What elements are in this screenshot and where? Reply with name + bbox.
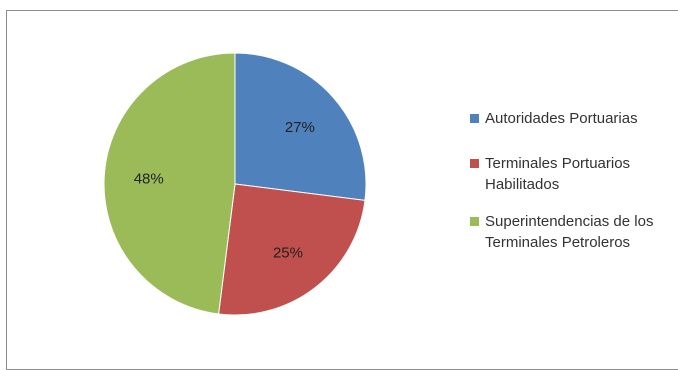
legend-label-0: Autoridades Portuarias [485,110,638,127]
pie-slice-0 [234,52,367,201]
legend-label-1: Terminales Portuarios Habilitados [485,155,631,193]
legend-swatch-1 [470,159,479,168]
pie-value-label-1: 25% [273,244,303,261]
pie-slices [103,52,367,316]
pie-value-labels: 27% 25% 48% [134,119,315,261]
legend-label-2: Superintendencias de los Terminales Petr… [485,213,654,251]
legend-swatch-2 [470,217,479,226]
legend-item-2: Superintendencias de los Terminales Petr… [470,211,675,253]
legend-item-1: Terminales Portuarios Habilitados [470,153,675,195]
legend-item-0: Autoridades Portuarias [470,108,675,129]
pie-slice-1 [218,183,366,316]
legend-swatch-0 [470,114,479,123]
pie-chart: 27% 25% 48% [103,52,367,316]
pie-slice-2 [103,52,236,315]
pie-value-label-2: 48% [134,171,164,188]
pie-value-label-0: 27% [285,119,315,136]
chart-legend: Autoridades Portuarias Terminales Portua… [470,108,675,269]
